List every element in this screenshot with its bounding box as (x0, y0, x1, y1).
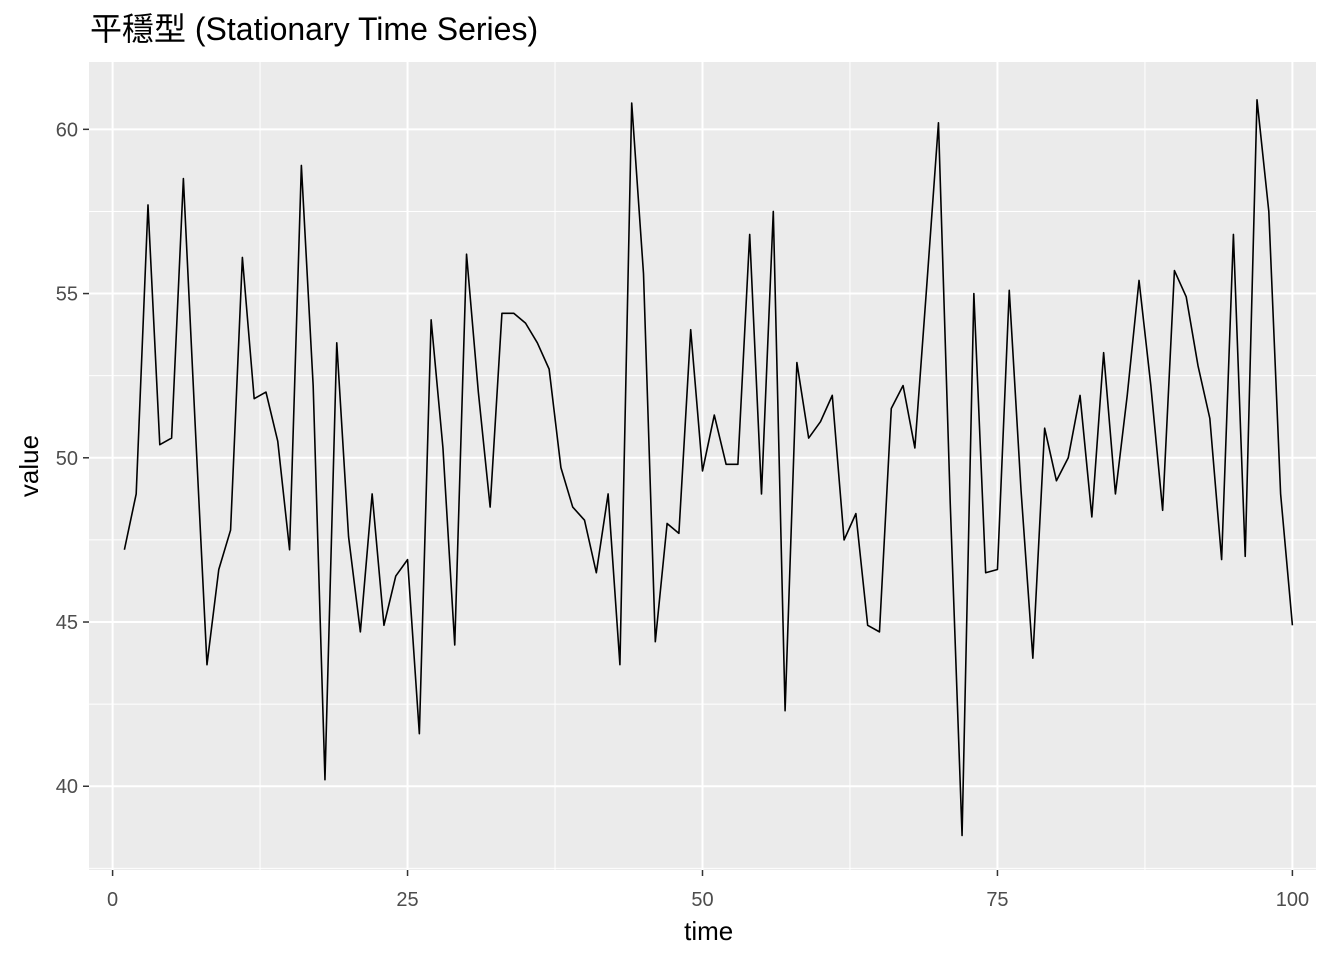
x-tick-label: 0 (107, 889, 118, 911)
y-axis: 40 45 50 55 60 (56, 119, 89, 798)
x-tick-label: 25 (396, 889, 418, 911)
x-tick-label: 75 (986, 889, 1008, 911)
x-axis-title: time (684, 916, 733, 946)
chart-title: 平穩型 (Stationary Time Series) (90, 11, 538, 47)
y-tick-label: 45 (56, 612, 78, 634)
y-axis-title: value (14, 435, 44, 497)
x-tick-label: 50 (691, 889, 713, 911)
grid-major (89, 62, 1316, 870)
y-tick-label: 40 (56, 776, 78, 798)
y-tick-label: 60 (56, 119, 78, 141)
x-axis: 0 25 50 75 100 (107, 870, 1309, 911)
x-tick-label: 100 (1276, 889, 1309, 911)
y-tick-label: 55 (56, 284, 78, 306)
y-tick-label: 50 (56, 448, 78, 470)
series-line (123, 98, 1294, 837)
